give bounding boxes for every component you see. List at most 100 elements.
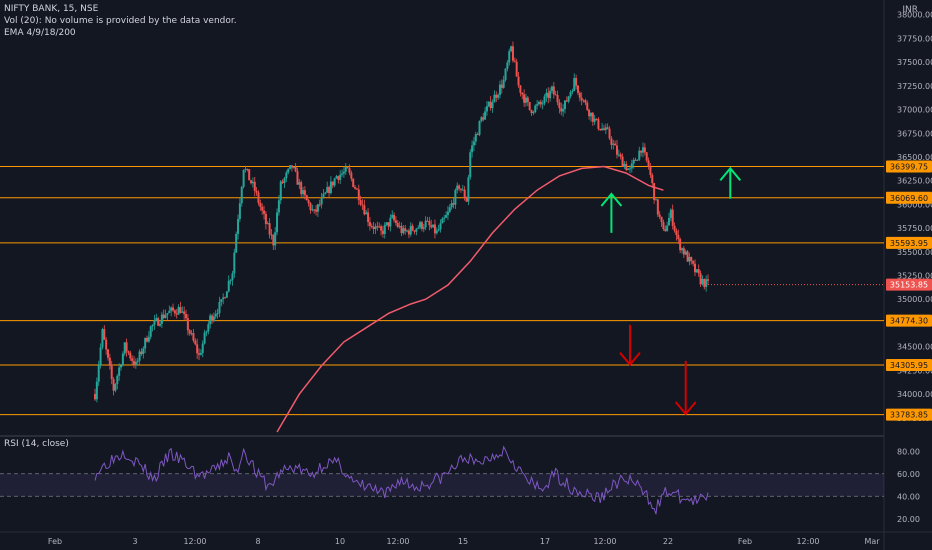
candle [127, 350, 130, 356]
price-tick-label: 36750.00 [897, 129, 932, 138]
arrow-down-drawing[interactable] [674, 360, 697, 416]
candle [183, 306, 186, 320]
candle [272, 233, 275, 250]
candle [326, 181, 329, 193]
candle [666, 221, 669, 232]
time-tick-label: 3 [132, 537, 137, 546]
candle [209, 313, 212, 329]
candle [307, 198, 310, 207]
time-tick-label: 12:00 [796, 537, 819, 546]
candle [237, 214, 240, 240]
candle [194, 338, 197, 346]
candle [511, 41, 514, 63]
candle [105, 337, 108, 355]
candle [530, 109, 533, 117]
candle [640, 150, 643, 157]
candle [562, 104, 565, 117]
candle [264, 211, 267, 230]
candle [225, 290, 228, 298]
candle [563, 100, 566, 114]
candle [513, 57, 516, 63]
candle [472, 136, 475, 152]
candle [190, 329, 193, 336]
candle [346, 166, 349, 169]
candle [279, 180, 282, 205]
candle [521, 92, 524, 100]
candle [519, 85, 522, 97]
arrow-up-drawing[interactable] [719, 166, 742, 199]
candle [289, 165, 292, 170]
last-price-label: 35153.85 [890, 281, 928, 290]
candle [446, 206, 449, 220]
candle [118, 363, 121, 381]
candle [441, 216, 444, 224]
candles[interactable] [94, 41, 709, 403]
candle [532, 110, 535, 116]
candle [196, 338, 199, 360]
level-price-badge: 36399.75 [886, 160, 932, 173]
candle [164, 309, 167, 319]
candle [456, 182, 459, 194]
rsi-panel[interactable]: 80.00 60.00 40.00 20.00 [0, 445, 920, 524]
candle [112, 377, 115, 396]
arrow-up-drawing[interactable] [600, 192, 623, 233]
candle [608, 126, 611, 140]
candle [268, 218, 271, 239]
candle [636, 159, 639, 161]
candle [387, 222, 390, 230]
volume-legend[interactable]: Vol (20): No volume is provided by the d… [4, 16, 237, 26]
candle [703, 278, 706, 290]
candle [667, 212, 670, 226]
price-tick-label: 35500.00 [897, 248, 932, 257]
candle [591, 112, 594, 126]
candle [186, 314, 189, 336]
candle [324, 191, 327, 195]
price-tick-label: 35250.00 [897, 272, 932, 281]
candle [342, 166, 345, 178]
candle [376, 221, 379, 231]
candle [654, 198, 657, 201]
time-tick-label: 10 [335, 537, 345, 546]
candle [495, 91, 498, 103]
candle [515, 58, 518, 77]
time-tick-label: Feb [48, 537, 62, 546]
candle [554, 90, 557, 96]
candle [322, 188, 325, 199]
price-tick-label: 37000.00 [897, 106, 932, 115]
ema-legend[interactable]: EMA 4/9/18/200 [4, 28, 76, 38]
candle [651, 173, 654, 188]
candle [589, 112, 592, 122]
currency-label: INR [902, 5, 918, 15]
candle [630, 159, 633, 173]
candle [309, 201, 312, 214]
candle [255, 187, 258, 196]
candle [673, 222, 676, 233]
candle [695, 269, 698, 273]
symbol-legend[interactable]: NIFTY BANK, 15, NSE [4, 4, 99, 14]
candle [541, 100, 544, 110]
candle [385, 222, 388, 227]
level-price-label: 35593.95 [890, 239, 928, 248]
candle [439, 219, 442, 233]
candle [705, 275, 708, 292]
candle [142, 346, 145, 359]
candle [227, 275, 230, 293]
candle [419, 220, 422, 230]
candle [203, 329, 206, 345]
ema-200-line[interactable] [276, 165, 664, 433]
rsi-legend[interactable]: RSI (14, close) [4, 439, 69, 449]
candle [199, 349, 202, 356]
candle [123, 342, 126, 356]
candle [593, 114, 596, 126]
candle [510, 45, 513, 53]
candle [224, 296, 227, 299]
candle [212, 312, 215, 323]
arrow-down-drawing[interactable] [619, 324, 641, 367]
candle [448, 204, 451, 213]
candle [378, 222, 381, 228]
candle [680, 247, 683, 254]
candle [584, 98, 587, 106]
candle [614, 140, 617, 146]
candle [277, 195, 280, 216]
